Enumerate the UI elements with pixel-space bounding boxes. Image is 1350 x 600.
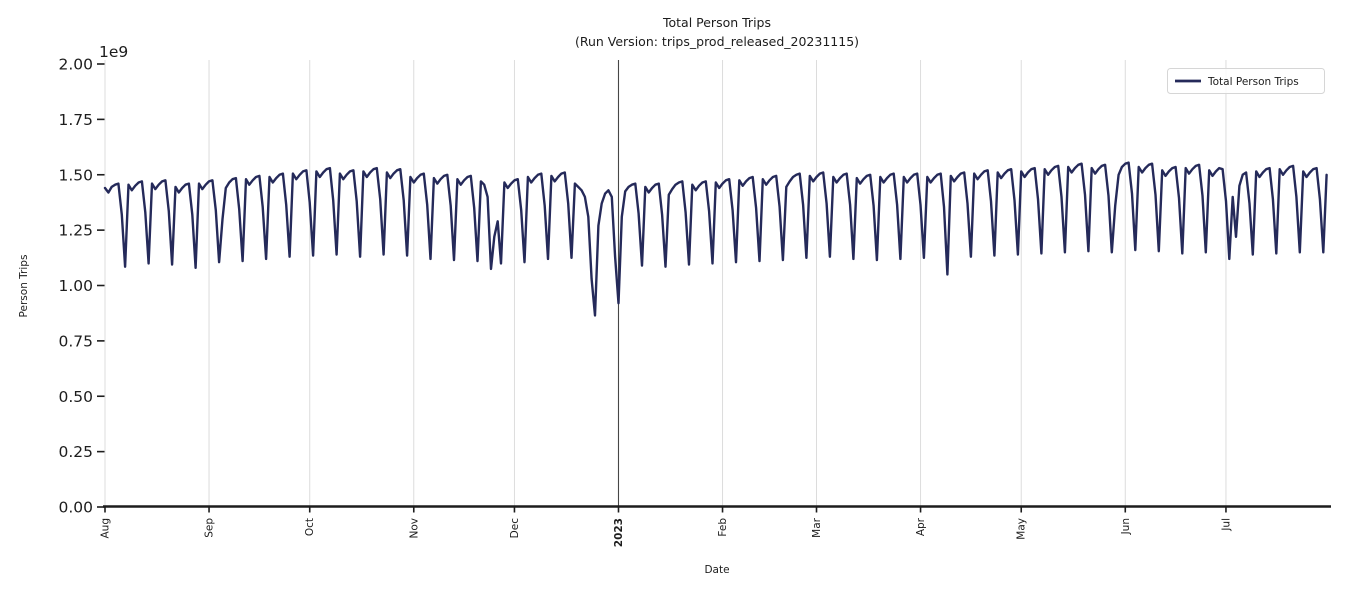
x-tick-label: Aug: [100, 518, 112, 539]
x-tick-label: Oct: [304, 518, 316, 536]
x-axis-title: Date: [704, 564, 729, 576]
y-tick-label: 0.75: [58, 332, 93, 350]
chart-title: Total Person Trips: [662, 15, 771, 30]
x-tick-label: Apr: [915, 517, 927, 536]
x-tick-label: Jul: [1220, 518, 1232, 532]
chart-subtitle: (Run Version: trips_prod_released_202311…: [575, 34, 859, 49]
x-axis-ticks: Aug Sep Oct Nov Dec 2023 Feb Mar Apr May Jun Jul: [100, 506, 1232, 547]
y-tick-label: 0.50: [58, 388, 93, 406]
x-tick-label: Mar: [811, 517, 823, 537]
y-tick-label: 1.75: [58, 111, 93, 129]
x-tick-label: Feb: [717, 518, 729, 537]
y-tick-label: 1.25: [58, 222, 93, 240]
y-tick-label: 1.00: [58, 277, 93, 295]
y-tick-label: 2.00: [58, 56, 93, 74]
x-tick-label: Jun: [1120, 518, 1132, 535]
y-axis-title: Person Trips: [18, 255, 30, 318]
legend-entry-label: Total Person Trips: [1207, 76, 1299, 88]
x-tick-label: May: [1016, 518, 1028, 540]
x-tick-label: Sep: [204, 518, 216, 538]
legend-frame: [1167, 68, 1325, 94]
legend-box: Total Person Trips: [1167, 68, 1325, 94]
x-tick-label: Nov: [408, 518, 420, 539]
y-axis-offset-label: 1e9: [99, 43, 128, 61]
y-tick-label: 0.25: [58, 443, 93, 461]
y-axis-ticks: 2.00 1.75 1.50 1.25 1.00 0.75 0.50 0.25 0.00: [58, 56, 105, 517]
month-gridlines: [104, 60, 1227, 507]
total-person-trips-line: [103, 161, 1328, 317]
trips-line-series: [103, 161, 1328, 317]
y-tick-label: 0.00: [58, 499, 93, 517]
y-tick-label: 1.50: [58, 166, 93, 184]
x-tick-label: Dec: [509, 518, 521, 539]
x-tick-label-year: 2023: [613, 518, 625, 547]
